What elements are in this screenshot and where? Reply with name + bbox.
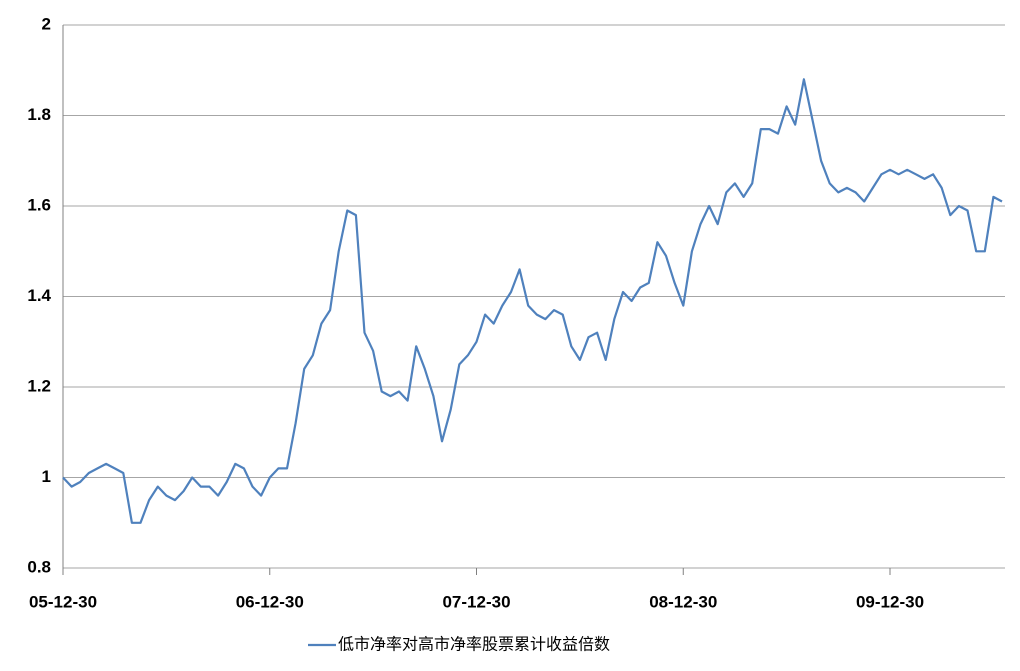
y-tick-label: 1 xyxy=(42,467,51,486)
x-tick-label: 06-12-30 xyxy=(236,592,304,611)
x-tick-label: 07-12-30 xyxy=(442,592,510,611)
x-tick-label: 05-12-30 xyxy=(29,592,97,611)
y-tick-label: 1.2 xyxy=(27,376,51,395)
y-tick-label: 1.8 xyxy=(27,105,51,124)
legend-label: 低市净率对高市净率股票累计收益倍数 xyxy=(338,635,610,654)
x-tick-label: 08-12-30 xyxy=(649,592,717,611)
y-tick-label: 1.4 xyxy=(27,286,51,305)
y-tick-label: 2 xyxy=(42,14,51,33)
y-tick-label: 0.8 xyxy=(27,557,51,576)
line-series xyxy=(62,78,1003,524)
y-tick-label: 1.6 xyxy=(27,195,51,214)
x-tick-label: 09-12-30 xyxy=(856,592,924,611)
